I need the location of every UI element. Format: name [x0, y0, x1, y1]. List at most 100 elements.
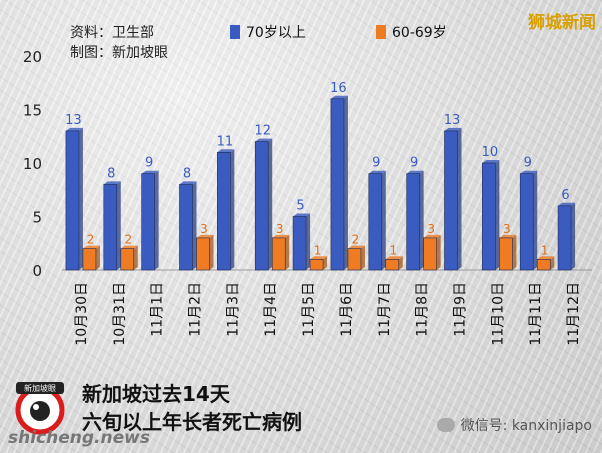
bar-60-8-front	[385, 258, 400, 271]
bar-70-1-front	[103, 184, 118, 271]
bar-70-7-side	[343, 95, 348, 270]
data-label-70: 8	[183, 166, 191, 181]
legend-label-60: 60-69岁	[392, 25, 447, 41]
bar-70-12-front	[519, 173, 534, 271]
data-label-70: 11	[217, 134, 234, 149]
logo-text: 新加坡眼	[24, 383, 56, 393]
bar-70-1	[103, 181, 121, 271]
data-label-70: 13	[444, 113, 461, 128]
bar-60-3	[196, 234, 214, 271]
bar-70-3-front	[179, 184, 193, 271]
bar-60-1-top	[120, 245, 138, 249]
bar-60-11-front	[499, 237, 513, 271]
bar-60-6-side	[323, 256, 328, 270]
bar-70-8-front	[368, 173, 383, 271]
logo-icon: 新加坡眼	[15, 382, 65, 435]
bar-70-6-front	[292, 216, 307, 271]
bar-70-10-side	[457, 127, 462, 271]
bar-70-11-front	[482, 162, 496, 271]
data-label-70: 9	[145, 156, 153, 171]
x-tick-label: 11月1日	[150, 282, 166, 337]
x-tick-label: 11月7日	[377, 282, 393, 337]
bar-60-8-side	[398, 256, 403, 270]
bar-60-1	[120, 245, 138, 271]
data-label-60: 3	[276, 222, 284, 236]
x-tick-label: 11月6日	[339, 282, 355, 337]
data-label-70: 8	[107, 166, 115, 181]
bar-70-12-side	[533, 170, 538, 270]
x-tick-label: 10月30日	[74, 282, 90, 346]
bar-70-5-top	[255, 138, 273, 142]
bar-70-0-front	[65, 130, 80, 271]
legend-item-70: 70岁以上	[230, 22, 306, 42]
bar-70-3	[179, 181, 197, 271]
bar-60-5-top	[272, 234, 290, 238]
bar-60-8	[385, 256, 403, 271]
data-label-60: 2	[124, 233, 132, 247]
x-tick-label: 11月9日	[453, 282, 469, 337]
caption-line-2: 六旬以上年长者死亡病例	[82, 410, 302, 434]
data-label-70: 9	[410, 156, 418, 171]
x-tick-label: 11月10日	[490, 282, 506, 346]
legend-label-70: 70岁以上	[246, 25, 306, 41]
bar-60-5-front	[271, 237, 286, 271]
bar-70-8-top	[368, 170, 386, 174]
brand-label: 狮城新闻	[528, 13, 596, 33]
bar-60-0-top	[82, 245, 100, 249]
bar-60-11-side	[512, 234, 517, 270]
bar-60-12-side	[550, 256, 555, 270]
bar-60-7-side	[360, 245, 365, 270]
bar-70-7-front	[330, 98, 345, 271]
bar-70-10	[444, 127, 462, 271]
bar-60-3-front	[196, 237, 210, 271]
bar-60-5-side	[285, 234, 290, 270]
bar-70-11-side	[495, 160, 500, 270]
x-tick-label: 11月8日	[415, 282, 431, 337]
bar-70-7-top	[330, 95, 348, 99]
data-label-60: 2	[87, 233, 95, 247]
site-watermark: shicheng.news	[8, 428, 150, 448]
data-label-60: 3	[503, 222, 511, 236]
bar-70-6-top	[293, 213, 311, 217]
data-label-70: 13	[65, 113, 82, 128]
bar-60-11	[499, 234, 517, 271]
data-label-60: 3	[200, 222, 208, 236]
bar-70-5-side	[268, 138, 273, 270]
data-label-60: 1	[389, 243, 397, 257]
bar-70-2-side	[154, 170, 159, 270]
y-tick-label: 20	[23, 48, 42, 66]
wechat-icon	[436, 418, 455, 432]
bar-60-0-front	[82, 248, 97, 271]
bar-70-9-side	[419, 170, 424, 270]
bar-70-6	[292, 213, 311, 271]
bar-70-0-top	[65, 127, 83, 131]
bar-70-1-side	[116, 181, 121, 270]
bar-60-7-top	[347, 245, 365, 249]
bar-60-6-top	[310, 256, 328, 260]
data-label-60: 1	[314, 243, 322, 257]
bar-60-0	[82, 245, 100, 271]
bar-70-9-top	[406, 170, 424, 174]
bar-60-1-front	[120, 248, 135, 271]
bar-70-1-top	[103, 181, 121, 185]
bar-60-12-front	[536, 258, 551, 271]
data-label-70: 9	[372, 156, 380, 171]
bar-60-12-top	[537, 256, 555, 260]
bar-70-8-side	[381, 170, 386, 270]
bar-60-0-side	[95, 245, 100, 270]
bar-70-9-front	[406, 173, 420, 271]
bar-70-2-front	[141, 173, 155, 271]
data-label-60: 2	[352, 233, 360, 247]
bar-70-2-top	[141, 170, 159, 174]
data-label-60: 3	[427, 222, 435, 236]
bar-70-4-side	[230, 149, 235, 270]
data-label-70: 5	[296, 199, 304, 214]
y-tick-label: 0	[32, 262, 42, 280]
bar-70-13-top	[558, 202, 576, 206]
bar-70-2	[141, 170, 159, 271]
x-tick-label: 11月12日	[566, 282, 582, 346]
bar-70-6-side	[306, 213, 311, 270]
wechat-id-text: 微信号: kanxinjiapo	[460, 418, 592, 434]
